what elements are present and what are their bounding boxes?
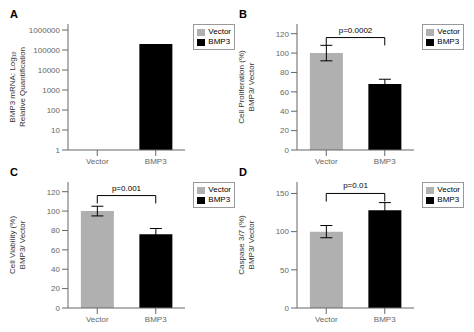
svg-text:60: 60: [51, 246, 60, 255]
html-text:A: A: [10, 8, 18, 20]
html-text:BMP3: BMP3: [208, 37, 231, 46]
svg-text:BMP3: BMP3: [374, 157, 396, 166]
svg-text:Vector: Vector: [315, 315, 338, 324]
svg-text:50: 50: [280, 266, 289, 275]
svg-text:40: 40: [51, 265, 60, 274]
svg-text:10000: 10000: [38, 66, 61, 75]
svg-text:p=0.01: p=0.01: [343, 181, 368, 190]
svg-text:10: 10: [51, 126, 60, 135]
svg-text:p=0.001: p=0.001: [112, 184, 142, 193]
svg-text:0: 0: [56, 304, 61, 313]
svg-text:40: 40: [280, 107, 289, 116]
html-text:Vector: Vector: [208, 27, 231, 36]
svg-text:80: 80: [51, 226, 60, 235]
html-text:C: C: [10, 166, 18, 178]
html-text:BMP3: BMP3: [208, 195, 231, 204]
html-text:B: B: [239, 8, 247, 20]
svg-text:BMP3: BMP3: [145, 157, 167, 166]
svg-text:80: 80: [280, 68, 289, 77]
html-text:D: D: [239, 166, 247, 178]
svg-text:120: 120: [276, 30, 290, 39]
svg-text:20: 20: [280, 126, 289, 135]
svg-text:100: 100: [47, 207, 61, 216]
html-text:BMP3: BMP3: [437, 195, 460, 204]
svg-text:100000: 100000: [33, 46, 60, 55]
svg-text:20: 20: [51, 284, 60, 293]
svg-text:Cell Viability (%)BMP3/ Vector: Cell Viability (%)BMP3/ Vector: [8, 216, 27, 274]
svg-text:p=0.0002: p=0.0002: [339, 26, 373, 35]
svg-text:0: 0: [285, 304, 290, 313]
html-text:Vector: Vector: [437, 27, 460, 36]
svg-text:Vector: Vector: [86, 157, 109, 166]
svg-text:BMP3: BMP3: [374, 315, 396, 324]
svg-text:Vector: Vector: [86, 315, 109, 324]
svg-text:100: 100: [47, 106, 61, 115]
html-text:Vector: Vector: [208, 185, 231, 194]
svg-text:100: 100: [276, 49, 290, 58]
svg-text:150: 150: [276, 189, 290, 198]
svg-text:1000: 1000: [42, 86, 60, 95]
svg-text:BMP3: BMP3: [145, 315, 167, 324]
svg-text:100: 100: [276, 227, 290, 236]
svg-text:1000000: 1000000: [29, 26, 61, 35]
svg-text:120: 120: [47, 188, 61, 197]
svg-text:0: 0: [285, 146, 290, 155]
svg-text:BMP3 mRNA: Log₁₀Relative Quant: BMP3 mRNA: Log₁₀Relative Quantification: [8, 47, 27, 127]
html-text:Vector: Vector: [437, 185, 460, 194]
svg-text:1: 1: [56, 146, 61, 155]
svg-text:Cell Proliferation (%)BMP3/ Ve: Cell Proliferation (%)BMP3/ Vector: [237, 50, 256, 124]
svg-text:60: 60: [280, 88, 289, 97]
html-text:BMP3: BMP3: [437, 37, 460, 46]
svg-text:Caspase 3/7 (%)BMP3/ Vector: Caspase 3/7 (%)BMP3/ Vector: [237, 215, 256, 275]
svg-text:Vector: Vector: [315, 157, 338, 166]
